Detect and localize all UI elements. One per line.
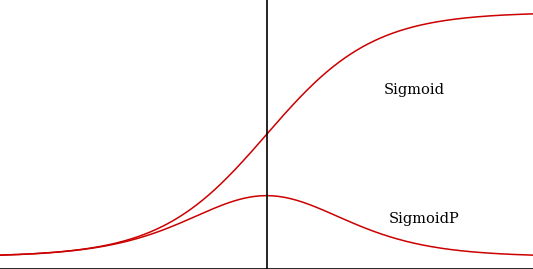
Text: Sigmoid: Sigmoid [384,83,445,97]
Text: SigmoidP: SigmoidP [389,212,460,226]
